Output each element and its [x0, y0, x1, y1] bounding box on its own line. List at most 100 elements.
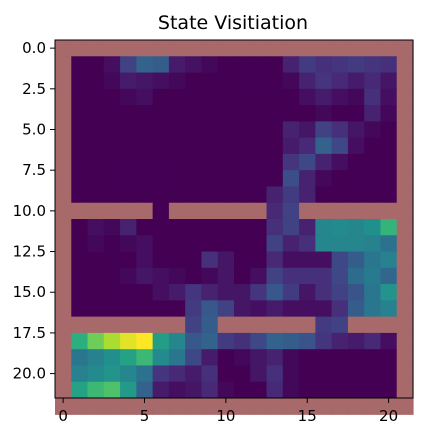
- y-tick-label: 7.5: [22, 161, 46, 179]
- heatmap-cell: [282, 349, 300, 367]
- wall-cell: [136, 398, 154, 415]
- heatmap-cell: [103, 349, 121, 367]
- heatmap-cell: [152, 284, 170, 301]
- heatmap-cell: [266, 56, 284, 74]
- heatmap-cell: [282, 235, 300, 253]
- heatmap-cell: [201, 365, 219, 383]
- heatmap-cell: [103, 284, 121, 301]
- heatmap-cell: [103, 88, 121, 106]
- heatmap-cell: [364, 235, 382, 253]
- heatmap-cell: [217, 251, 235, 269]
- heatmap-cell: [120, 267, 137, 285]
- y-axis: 0.0 2.5 5.0 7.5 10.0 12.5 15.0 17.5 20.0: [13, 39, 55, 383]
- heatmap-cell: [266, 251, 284, 269]
- heatmap-cell: [87, 170, 105, 188]
- heatmap-cell: [234, 235, 251, 253]
- heatmap-cell: [87, 267, 105, 285]
- heatmap-cell: [380, 381, 398, 399]
- heatmap-cell: [168, 105, 186, 122]
- heatmap-cell: [331, 284, 349, 301]
- wall-cell: [299, 316, 316, 334]
- heatmap-cell: [347, 284, 365, 301]
- heatmap-cell: [217, 105, 235, 122]
- heatmap-cell: [266, 332, 284, 350]
- heatmap-cell: [380, 153, 398, 171]
- heatmap-cell: [347, 137, 365, 155]
- heatmap-cell: [364, 186, 382, 204]
- heatmap-cell: [201, 137, 219, 155]
- wall-cell: [201, 40, 219, 57]
- heatmap-cell: [87, 219, 105, 236]
- wall-cell: [266, 398, 284, 415]
- heatmap-cell: [168, 219, 186, 236]
- wall-cell: [396, 267, 414, 285]
- heatmap-cell: [315, 316, 333, 334]
- heatmap-cell: [347, 88, 365, 106]
- heatmap-cell: [315, 284, 333, 301]
- heatmap-cell: [217, 219, 235, 236]
- heatmap-cell: [299, 349, 316, 367]
- heatmap-cell: [168, 267, 186, 285]
- heatmap-cell: [217, 267, 235, 285]
- heatmap-cell: [152, 235, 170, 253]
- heatmap-cell: [266, 365, 284, 383]
- wall-cell: [250, 398, 268, 415]
- wall-cell: [168, 398, 186, 415]
- wall-cell: [152, 40, 170, 57]
- heatmap-cell: [347, 365, 365, 383]
- wall-cell: [396, 365, 414, 383]
- heatmap-cell: [364, 153, 382, 171]
- heatmap-cell: [364, 381, 382, 399]
- wall-cell: [396, 170, 414, 188]
- heatmap-cell: [282, 186, 300, 204]
- heatmap-cell: [201, 170, 219, 188]
- wall-cell: [55, 381, 72, 399]
- heatmap-cell: [87, 300, 105, 318]
- wall-cell: [185, 202, 203, 220]
- heatmap-cell: [315, 121, 333, 139]
- heatmap-cell: [168, 251, 186, 269]
- heatmap-cell: [120, 121, 137, 139]
- heatmap-cell: [201, 284, 219, 301]
- heatmap-cell: [250, 267, 268, 285]
- heatmap-cell: [71, 72, 89, 90]
- heatmap-cell: [217, 170, 235, 188]
- heatmap-cell: [120, 365, 137, 383]
- heatmap-cell: [185, 381, 203, 399]
- heatmap-cell: [136, 251, 154, 269]
- heatmap-cell: [136, 267, 154, 285]
- wall-cell: [71, 316, 89, 334]
- heatmap-cell: [87, 88, 105, 106]
- wall-cell: [185, 40, 203, 57]
- heatmap-cell: [380, 105, 398, 122]
- wall-cell: [55, 153, 72, 171]
- heatmap-cell: [347, 153, 365, 171]
- heatmap-cell: [71, 137, 89, 155]
- heatmap-cell: [331, 88, 349, 106]
- wall-cell: [103, 398, 121, 415]
- wall-cell: [250, 202, 268, 220]
- heatmap-cell: [152, 300, 170, 318]
- heatmap-cell: [168, 332, 186, 350]
- heatmap-cell: [103, 72, 121, 90]
- heatmap-cell: [185, 284, 203, 301]
- heatmap-cell: [331, 251, 349, 269]
- y-tick-label: 2.5: [22, 80, 46, 98]
- heatmap-cell: [71, 332, 89, 350]
- wall-cell: [55, 56, 72, 74]
- heatmap-cell: [347, 235, 365, 253]
- heatmap-cell: [250, 72, 268, 90]
- heatmap-cell: [266, 202, 284, 220]
- heatmap-cell: [185, 72, 203, 90]
- heatmap-cell: [266, 300, 284, 318]
- heatmap-cell: [152, 251, 170, 269]
- heatmap-cell: [136, 300, 154, 318]
- heatmap-cell: [87, 349, 105, 367]
- wall-cell: [380, 398, 398, 415]
- wall-cell: [55, 121, 72, 139]
- heatmap-cell: [152, 332, 170, 350]
- heatmap-cell: [299, 332, 316, 350]
- wall-cell: [234, 40, 251, 57]
- heatmap-cell: [364, 72, 382, 90]
- wall-cell: [396, 251, 414, 269]
